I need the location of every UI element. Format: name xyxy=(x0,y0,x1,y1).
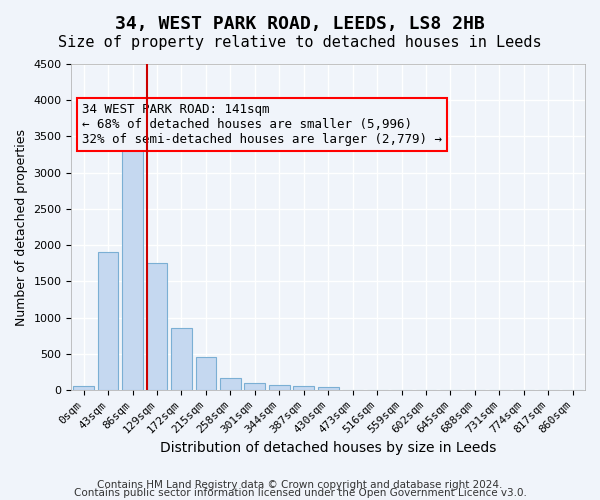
Bar xyxy=(269,384,290,390)
Bar xyxy=(73,386,94,390)
Text: Contains HM Land Registry data © Crown copyright and database right 2024.: Contains HM Land Registry data © Crown c… xyxy=(97,480,503,490)
Bar xyxy=(318,387,338,390)
Bar xyxy=(171,328,192,390)
Bar xyxy=(122,136,143,390)
Text: 34 WEST PARK ROAD: 141sqm
← 68% of detached houses are smaller (5,996)
32% of se: 34 WEST PARK ROAD: 141sqm ← 68% of detac… xyxy=(82,103,442,146)
Y-axis label: Number of detached properties: Number of detached properties xyxy=(15,128,28,326)
X-axis label: Distribution of detached houses by size in Leeds: Distribution of detached houses by size … xyxy=(160,441,496,455)
Bar xyxy=(244,383,265,390)
Bar xyxy=(98,252,118,390)
Bar xyxy=(146,263,167,390)
Bar xyxy=(293,386,314,390)
Text: Size of property relative to detached houses in Leeds: Size of property relative to detached ho… xyxy=(58,35,542,50)
Bar xyxy=(220,378,241,390)
Bar xyxy=(196,358,217,390)
Text: Contains public sector information licensed under the Open Government Licence v3: Contains public sector information licen… xyxy=(74,488,526,498)
Text: 34, WEST PARK ROAD, LEEDS, LS8 2HB: 34, WEST PARK ROAD, LEEDS, LS8 2HB xyxy=(115,15,485,33)
